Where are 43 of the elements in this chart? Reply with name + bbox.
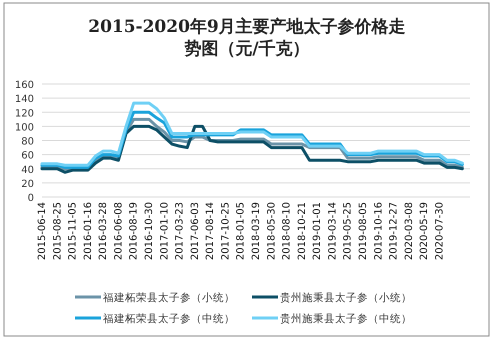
x-tick-label: 2019-10-16 [373,202,384,260]
x-tick-label: 2019-03-14 [327,202,338,260]
y-tick-label: 120 [14,108,34,120]
x-tick-label: 2017-10-25 [220,202,232,260]
x-tick-label: 2016-06-08 [113,202,124,260]
x-tick-label: 2015-11-05 [68,202,79,260]
y-tick-label: 140 [14,94,34,106]
x-tick-label: 2020-05-19 [419,202,430,260]
legend-label: 福建柘荣县太子参（中统） [103,312,235,325]
x-tick-label: 2018-10-21 [296,202,308,260]
legend-label: 贵州施秉县太子参（中统） [280,312,412,325]
y-tick-label: 80 [21,136,34,148]
x-tick-label: 2016-08-19 [128,202,140,260]
x-tick-label: 2020-07-30 [434,202,446,260]
x-tick-label: 2016-01-16 [82,202,94,260]
x-tick-label: 2019-05-25 [342,202,354,260]
x-tick-label: 2019-08-05 [358,202,369,260]
line-series [40,102,464,167]
legend-label: 福建柘荣县太子参（小统） [103,291,235,304]
x-tick-label: 2018-03-19 [251,202,262,260]
y-tick-label: 20 [21,178,34,190]
x-tick-label: 2017-03-23 [174,202,186,260]
y-tick-label: 60 [21,150,34,162]
chart-title: 2015-2020年9月主要产地太子参价格走势图（元/千克） [88,17,406,59]
x-tick-label: 2019-12-27 [388,202,400,260]
x-tick-label: 2016-10-30 [144,202,155,260]
y-tick-label: 100 [14,122,34,134]
legend-label: 贵州施秉县太子参（小统） [280,291,412,304]
x-tick-label: 2017-06-03 [190,202,201,260]
x-tick-label: 2016-03-28 [98,202,110,260]
x-tick-label: 2015-06-14 [37,202,48,260]
x-tick-label: 2018-01-05 [236,202,247,260]
y-tick-label: 160 [14,80,34,91]
x-tick-label: 2018-05-30 [266,202,278,260]
x-tick-label: 2017-08-14 [205,202,216,260]
x-tick-label: 2017-01-10 [159,202,170,260]
line-series [40,124,464,174]
x-tick-label: 2018-08-10 [282,202,293,260]
x-tick-label: 2015-08-25 [52,202,64,260]
y-tick-label: 0 [28,193,34,204]
x-tick-label: 2019-01-01 [312,202,324,260]
y-tick-label: 40 [21,164,34,176]
x-tick-label: 2020-03-08 [404,202,415,260]
